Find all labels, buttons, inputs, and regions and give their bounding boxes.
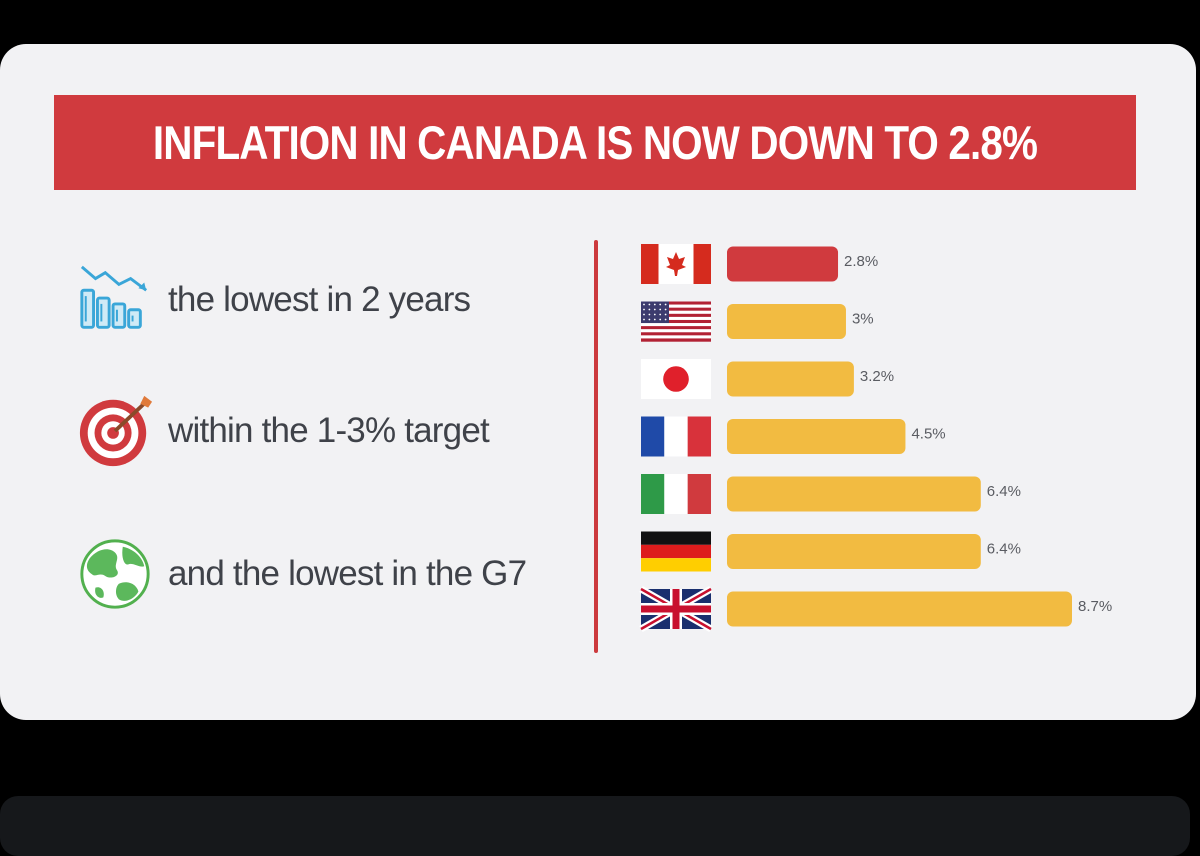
japan-flag-icon [641, 359, 711, 399]
bar [727, 246, 839, 282]
target-icon [79, 395, 153, 467]
declining-chart-icon [80, 265, 148, 329]
bar-row: 3% [641, 301, 874, 342]
divider-line [594, 240, 598, 653]
page-title: INFLATION IN CANADA IS NOW DOWN TO 2.8% [152, 116, 1038, 169]
bar [727, 476, 981, 512]
bar [727, 361, 854, 397]
france-flag-icon [641, 416, 711, 457]
bottom-panel [0, 796, 1190, 856]
data-label: 6.4% [987, 541, 1021, 558]
bar [727, 591, 1072, 627]
data-label: 6.4% [987, 483, 1021, 500]
bar [727, 304, 846, 339]
fact-lowest-two-years: the lowest in 2 years [76, 261, 471, 339]
fact-text-lowest-two-years: the lowest in 2 years [168, 280, 471, 319]
fact-within-target: within the 1-3% target [76, 392, 490, 470]
fact-lowest-g7: and the lowest in the G7 [76, 535, 527, 613]
data-label: 4.5% [911, 426, 945, 443]
data-label: 3% [852, 311, 874, 328]
data-label: 3.2% [860, 368, 894, 385]
data-label: 2.8% [844, 253, 878, 270]
bar-row: 4.5% [641, 416, 946, 457]
germany-flag-icon [641, 531, 711, 572]
bar-row: 2.8% [641, 244, 878, 284]
data-label: 8.7% [1078, 598, 1112, 615]
bar-row: 6.4% [641, 531, 1021, 572]
bar [727, 534, 981, 569]
globe-icon [80, 539, 150, 609]
uk-flag-icon [639, 585, 713, 633]
bar-row: 6.4% [641, 474, 1021, 514]
inflation-bar-chart: 2.8% 3% 3.2% 4.5% 6.4% 6.4% 8.7% [639, 244, 1112, 633]
canada-flag-icon [641, 244, 711, 284]
bar [727, 419, 906, 454]
title-banner: INFLATION IN CANADA IS NOW DOWN TO 2.8% [54, 95, 1136, 190]
us-flag-icon [641, 301, 711, 342]
bar-row: 3.2% [641, 359, 894, 399]
bar-row: 8.7% [639, 585, 1112, 633]
fact-text-lowest-g7: and the lowest in the G7 [168, 554, 527, 593]
italy-flag-icon [641, 474, 711, 514]
fact-text-within-target: within the 1-3% target [168, 411, 490, 450]
